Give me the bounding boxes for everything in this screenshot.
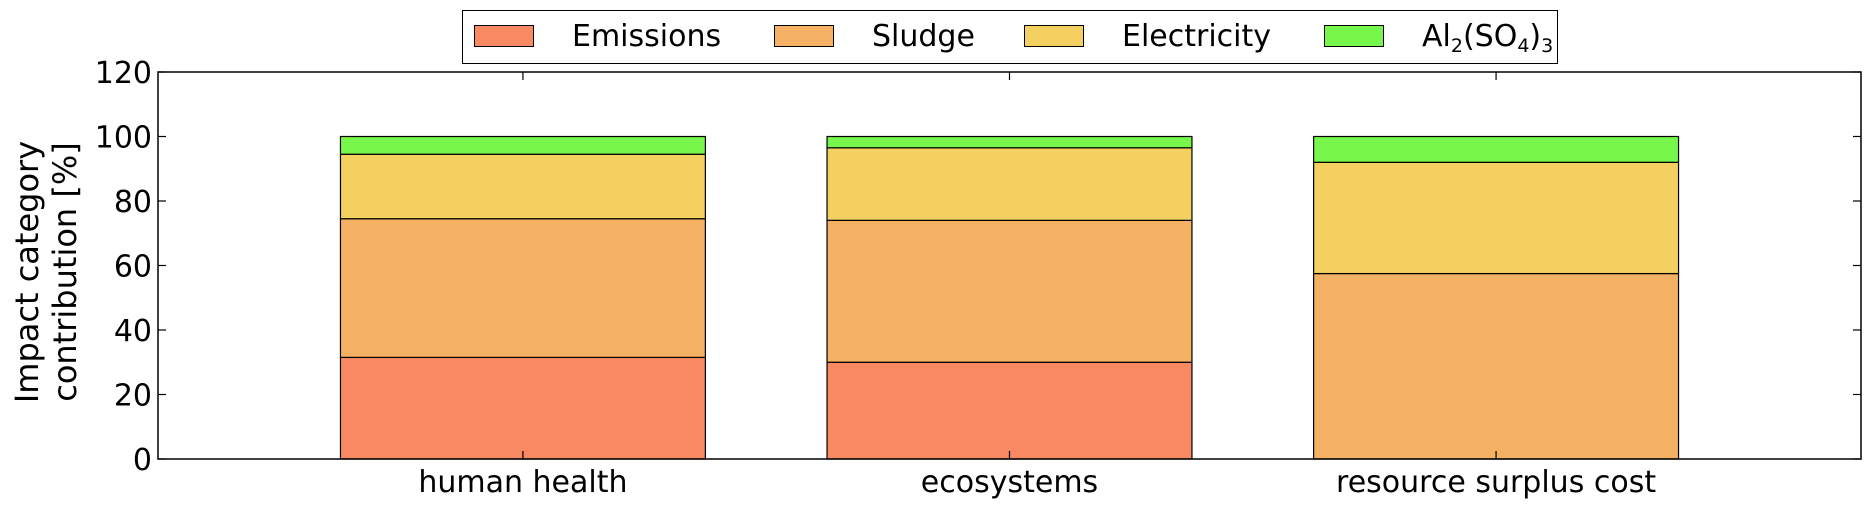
x-tick-label-1: ecosystems xyxy=(921,465,1098,500)
legend-label-aluminium-sulfate: Al2(SO4)3 xyxy=(1422,19,1554,58)
legend-swatch-aluminium-sulfate xyxy=(1324,25,1384,47)
bar-segment-2-2 xyxy=(1313,161,1680,275)
chart-legend: Emissions Sludge Electricity Al2(SO4)3 xyxy=(462,10,1558,64)
bar-segment-0-0 xyxy=(339,356,706,460)
bar-segment-1-1 xyxy=(826,219,1193,363)
bar-segment-1-2 xyxy=(826,147,1193,221)
y-axis-title-line-2: contribution [%] xyxy=(46,142,84,401)
y-tick-label-2: 40 xyxy=(114,314,152,349)
bars-group xyxy=(339,135,1680,460)
bar-segment-1-0 xyxy=(826,361,1193,460)
bar-segment-2-1 xyxy=(1313,272,1680,460)
y-axis-title-line-1: Impact category xyxy=(8,141,46,403)
x-axis-ticks: human health ecosystems resource surplus c… xyxy=(418,72,1656,500)
y-tick-label-6: 120 xyxy=(95,56,152,91)
legend-swatch-sludge xyxy=(774,25,834,47)
legend-label-emissions: Emissions xyxy=(572,19,722,54)
bar-segment-0-1 xyxy=(339,218,706,359)
y-tick-label-4: 80 xyxy=(114,185,152,220)
legend-swatch-emissions xyxy=(474,25,534,47)
y-tick-label-1: 20 xyxy=(114,379,152,414)
x-tick-label-0: human health xyxy=(418,465,627,500)
bar-segment-0-2 xyxy=(339,153,706,220)
legend-swatch-electricity xyxy=(1024,25,1084,47)
y-axis-ticks: 0 20 40 60 80 100 120 xyxy=(95,56,1861,478)
x-tick-label-2: resource surplus cost xyxy=(1336,465,1656,500)
plot-frame xyxy=(157,71,1862,460)
bar-segment-0-3 xyxy=(339,135,706,155)
y-tick-label-0: 0 xyxy=(133,443,152,478)
y-tick-label-3: 60 xyxy=(114,250,152,285)
legend-label-electricity: Electricity xyxy=(1122,19,1272,54)
y-tick-label-5: 100 xyxy=(95,121,152,156)
bar-segment-2-3 xyxy=(1313,135,1680,163)
legend-label-sludge: Sludge xyxy=(872,19,975,54)
bar-segment-1-3 xyxy=(826,135,1193,149)
